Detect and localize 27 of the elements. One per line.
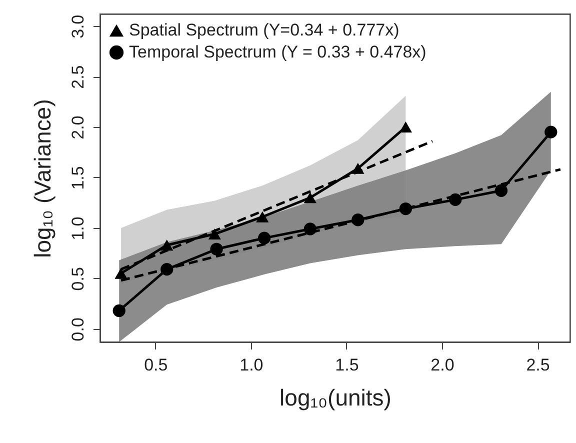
legend-label: Temporal Spectrum (Y = 0.33 + 0.478x) bbox=[129, 42, 426, 62]
x-tick-label: 0.5 bbox=[144, 356, 168, 374]
point bbox=[210, 242, 223, 256]
y-tick-label: 0.5 bbox=[68, 267, 88, 291]
point bbox=[304, 192, 316, 204]
y-tick-label: 2.5 bbox=[68, 65, 88, 89]
point bbox=[544, 126, 558, 138]
x-tick-label: 1.5 bbox=[335, 356, 359, 374]
point bbox=[256, 211, 269, 222]
x-axis-title: log₁₀(units) bbox=[280, 384, 392, 410]
y-tick-label: 1.0 bbox=[68, 216, 88, 240]
y-tick-label: 0.0 bbox=[68, 318, 88, 342]
y-tick-label: 3.0 bbox=[68, 14, 88, 38]
point bbox=[114, 268, 128, 279]
point bbox=[399, 122, 412, 133]
x-tick-label: 1.0 bbox=[240, 356, 264, 374]
x-tick-label: 2.0 bbox=[430, 356, 454, 374]
y-axis-title: log₁₀ (Variance) bbox=[30, 99, 56, 258]
legend-label: Spatial Spectrum (Y=0.34 + 0.777x) bbox=[129, 20, 400, 40]
point bbox=[494, 184, 508, 197]
point bbox=[208, 228, 221, 240]
y-tick-label: 1.5 bbox=[68, 166, 88, 190]
point bbox=[160, 240, 174, 251]
x-tick-label: 2.5 bbox=[526, 356, 550, 374]
point bbox=[258, 232, 271, 244]
point bbox=[112, 304, 126, 318]
y-tick-label: 2.0 bbox=[68, 116, 88, 140]
